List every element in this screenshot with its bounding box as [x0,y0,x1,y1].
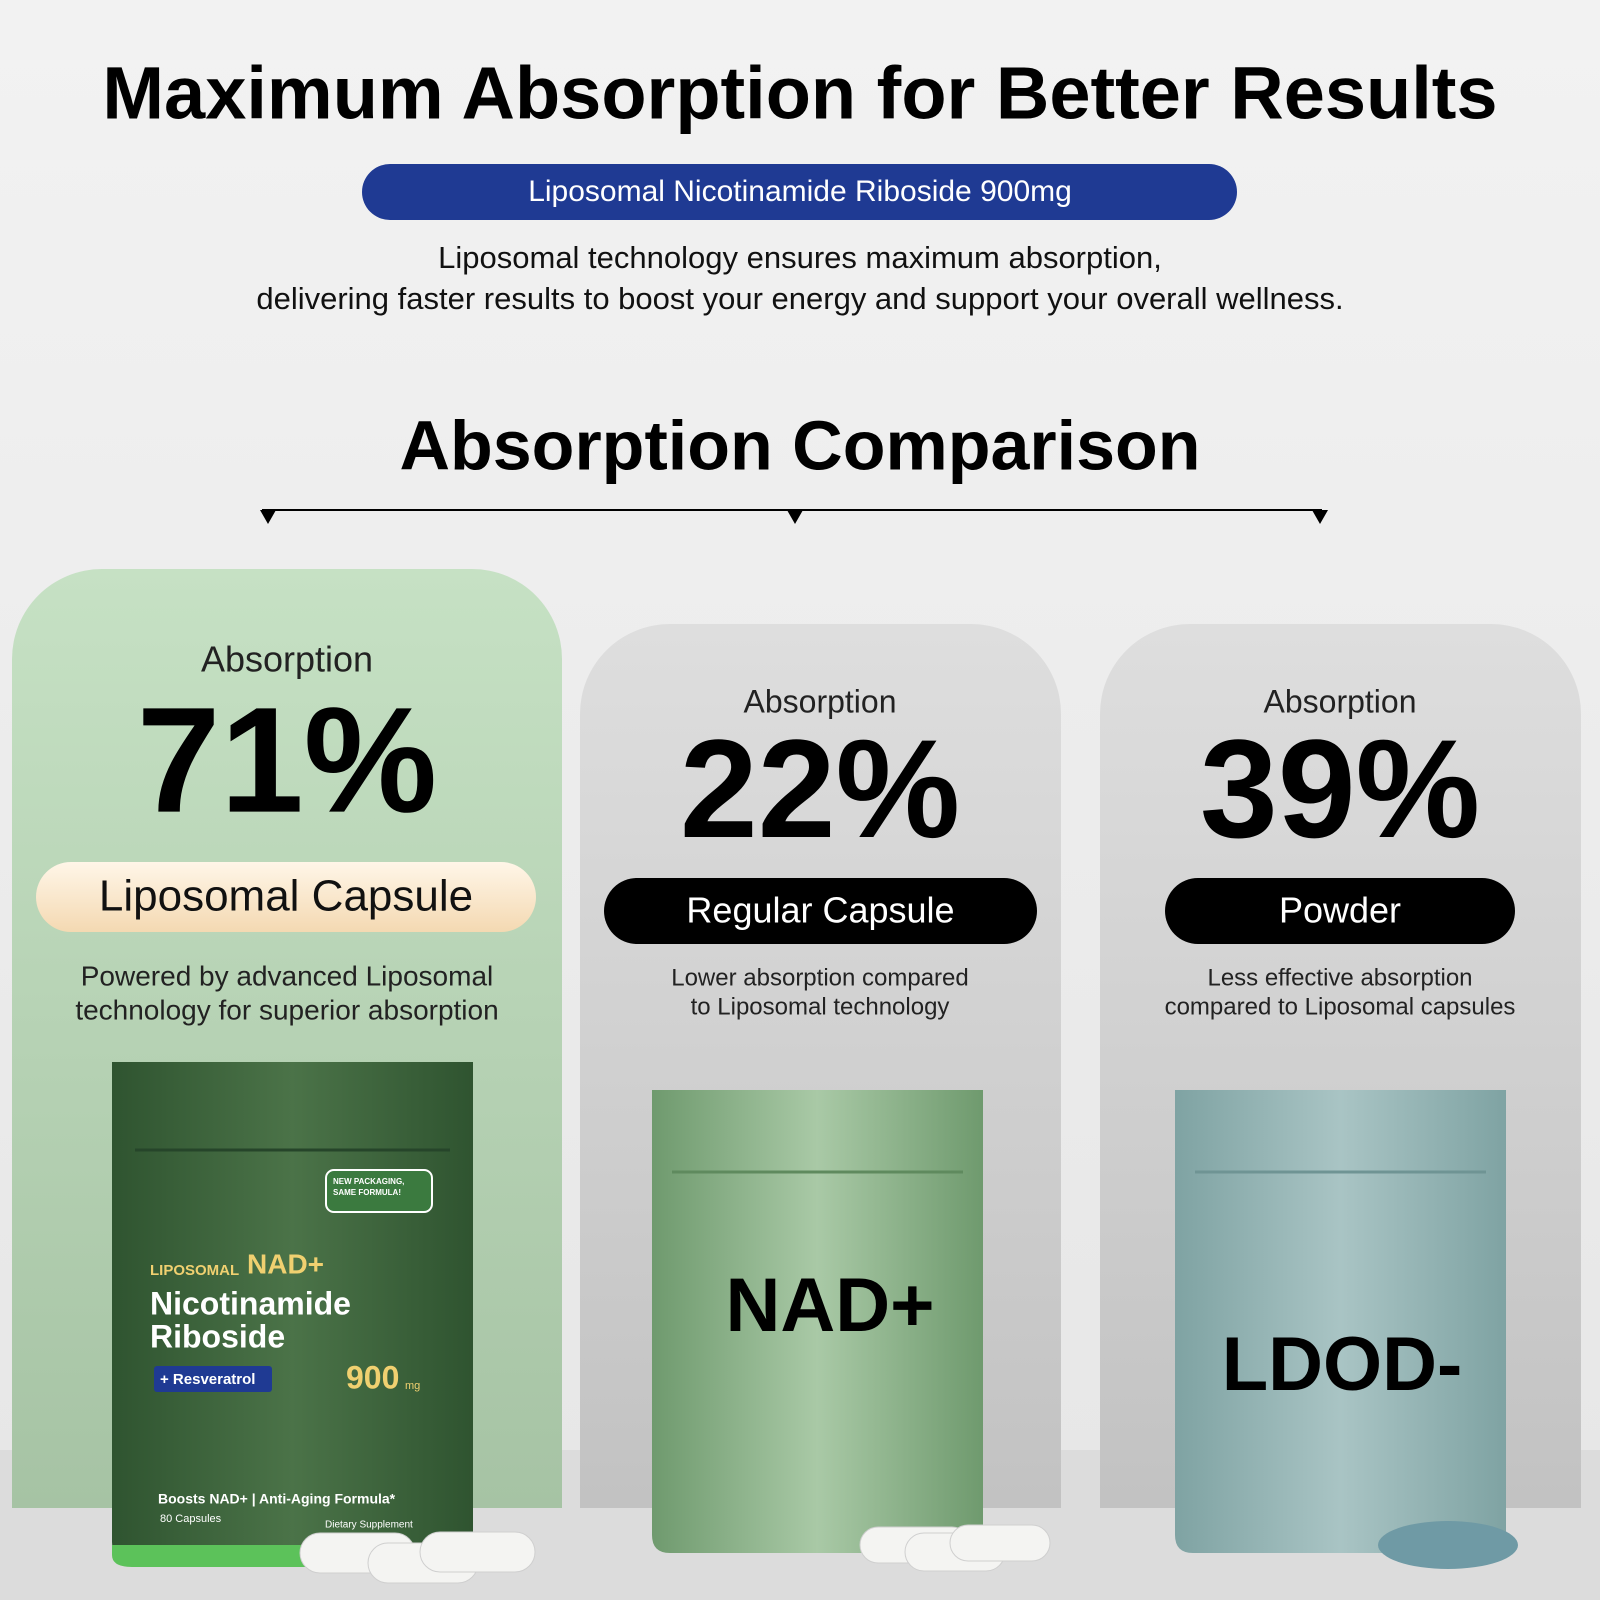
pack-addon: + Resveratrol [160,1371,255,1388]
section-title: Absorption Comparison [399,406,1200,484]
pack-name: Riboside [150,1318,285,1354]
type-pill [1165,878,1515,944]
badge [362,164,1237,220]
type-name: Regular Capsule [686,890,954,931]
type-name: Liposomal Capsule [99,872,473,921]
divider [260,509,1328,524]
type-description: technology for superior absorption [75,994,498,1025]
capsules [299,1524,1051,1584]
pack-label: LDOD- [1222,1322,1463,1407]
sticker-text: NEW PACKAGING, [333,1177,404,1186]
sticker-text: SAME FORMULA! [333,1188,401,1197]
type-description: compared to Liposomal capsules [1165,993,1516,1020]
type-pill [604,878,1037,944]
pack-brand: NAD+ [247,1248,324,1279]
absorption-percent: 22% [680,710,960,867]
type-description: to Liposomal technology [691,993,950,1020]
pouch [652,1090,983,1553]
pouch [1175,1090,1518,1569]
pack-type: Dietary Supplement [325,1520,413,1531]
absorption-label: Absorption [201,639,373,680]
type-pill [36,862,536,932]
absorption-percent: 71% [137,676,437,844]
absorption-percent: 39% [1200,710,1480,867]
title: Maximum Absorption for Better Results [102,52,1497,135]
pack-prefix: LIPOSOMAL [150,1262,239,1279]
type-description: Less effective absorption [1207,964,1472,991]
type-name: Powder [1279,890,1401,931]
pouch [112,1062,473,1567]
description: delivering faster results to boost your … [256,281,1343,316]
absorption-label: Absorption [1264,683,1417,719]
pack-claims: Boosts NAD+ | Anti-Aging Formula* [158,1491,396,1507]
pack-unit: mg [405,1380,420,1392]
addon-badge [154,1366,272,1392]
absorption-label: Absorption [744,683,897,719]
pack-label: NAD+ [725,1263,934,1348]
pack-dose: 900 [346,1359,399,1395]
pack-name: Nicotinamide [150,1285,351,1321]
badge-text: Liposomal Nicotinamide Riboside 900mg [528,175,1072,208]
type-description: Lower absorption compared [671,964,969,991]
description: Liposomal technology ensures maximum abs… [438,240,1162,275]
type-description: Powered by advanced Liposomal [81,960,493,991]
pack-count: 80 Capsules [160,1513,222,1525]
